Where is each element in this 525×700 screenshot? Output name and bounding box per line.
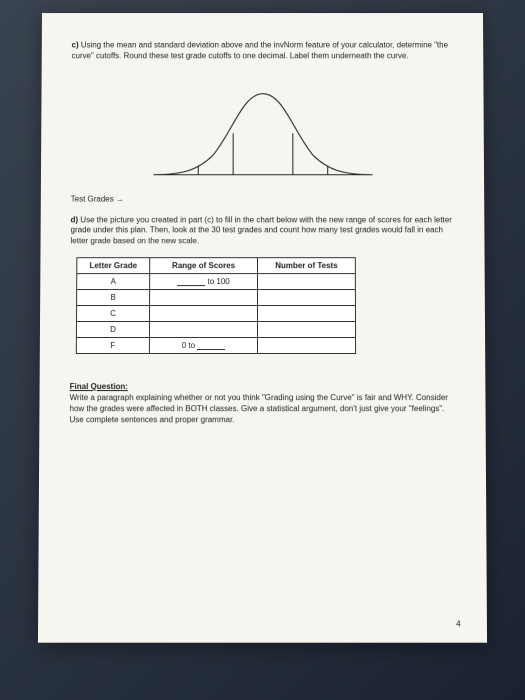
grade-table: Letter Grade Range of Scores Number of T… (76, 257, 356, 354)
table-header-row: Letter Grade Range of Scores Number of T… (77, 258, 356, 274)
bell-curve-svg (133, 76, 392, 185)
header-letter-grade: Letter Grade (77, 258, 150, 274)
cell-letter: B (77, 290, 150, 306)
cell-range: to 100 (150, 274, 258, 290)
question-d: d) Use the picture you created in part (… (70, 215, 454, 247)
page-number: 4 (456, 619, 461, 628)
cell-range (150, 306, 258, 322)
question-c: c) Using the mean and standard deviation… (71, 41, 453, 62)
cell-number (257, 337, 355, 353)
bell-curve-path (153, 93, 372, 174)
question-c-label: c) (72, 41, 79, 50)
table-row: A to 100 (77, 274, 356, 290)
cell-letter: D (76, 321, 149, 337)
cell-range (150, 290, 258, 306)
cell-number (257, 321, 355, 337)
cell-letter: F (76, 337, 149, 353)
cell-range: 0 to (149, 337, 257, 353)
table-row: B (77, 290, 356, 306)
cell-number (258, 290, 356, 306)
question-d-label: d) (71, 215, 79, 224)
header-number: Number of Tests (258, 258, 356, 274)
bell-curve-figure (71, 76, 454, 185)
cell-number (258, 274, 356, 290)
table-row: C (77, 306, 356, 322)
blank-line (177, 277, 205, 286)
cell-range (149, 321, 257, 337)
final-question-title: Final Question: (70, 382, 456, 391)
cell-number (258, 306, 356, 322)
header-range: Range of Scores (150, 258, 258, 274)
table-row: F 0 to (76, 337, 355, 353)
worksheet-page: c) Using the mean and standard deviation… (38, 13, 487, 643)
blank-line (197, 341, 225, 350)
test-grades-label: Test Grades → (71, 194, 455, 203)
cell-letter: A (77, 274, 150, 290)
question-d-text: Use the picture you created in part (c) … (70, 215, 451, 245)
table-row: D (76, 321, 355, 337)
question-c-text: Using the mean and standard deviation ab… (71, 41, 448, 60)
cell-letter: C (77, 306, 150, 322)
final-question-text: Write a paragraph explaining whether or … (69, 393, 455, 426)
